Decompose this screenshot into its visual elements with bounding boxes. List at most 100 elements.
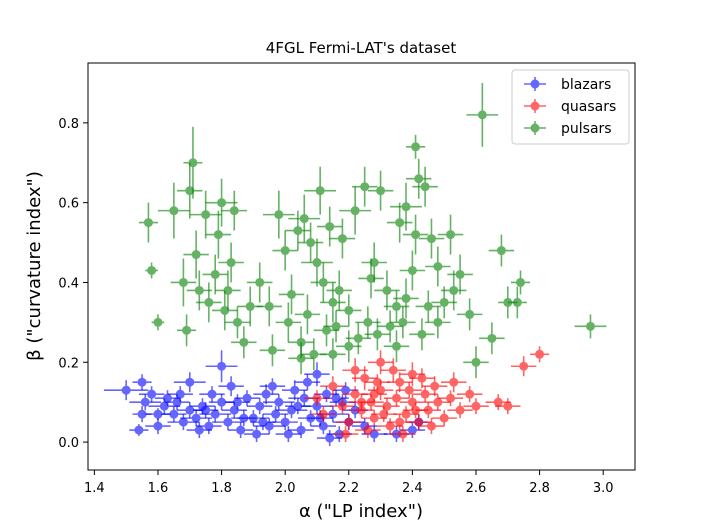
pulsars-point xyxy=(212,290,238,331)
pulsars-marker xyxy=(274,210,284,220)
blazars-marker xyxy=(137,409,147,419)
quasars-marker xyxy=(493,397,503,407)
pulsars-marker xyxy=(401,293,411,303)
pulsars-point xyxy=(390,306,416,339)
pulsars-point xyxy=(285,210,311,251)
pulsars-point xyxy=(488,234,515,267)
pulsars-point xyxy=(186,270,213,311)
pulsars-point xyxy=(275,302,302,343)
pulsars-marker xyxy=(391,301,401,311)
pulsars-point xyxy=(418,218,445,259)
pulsars-point xyxy=(256,286,282,327)
pulsars-point xyxy=(294,294,321,335)
series-quasars xyxy=(304,346,550,443)
blazars-marker xyxy=(290,385,300,395)
pulsars-point xyxy=(189,190,222,239)
pulsars-marker xyxy=(331,321,341,331)
quasars-marker xyxy=(420,389,430,399)
quasars-marker xyxy=(535,349,545,359)
pulsars-point xyxy=(259,334,286,367)
pulsars-marker xyxy=(191,250,201,260)
blazars-marker xyxy=(318,421,328,431)
legend-marker xyxy=(530,79,540,89)
pulsars-point xyxy=(447,254,473,295)
pulsars-point xyxy=(364,318,391,351)
quasars-marker xyxy=(385,421,395,431)
pulsars-point xyxy=(393,278,419,319)
pulsars-marker xyxy=(287,289,297,299)
quasars-marker xyxy=(404,385,414,395)
pulsars-marker xyxy=(382,285,392,295)
blazars-marker xyxy=(207,389,217,399)
quasars-point xyxy=(383,390,410,407)
blazars-point xyxy=(243,426,270,443)
blazars-marker xyxy=(302,377,312,387)
pulsars-marker xyxy=(417,329,427,339)
quasars-marker xyxy=(519,361,529,371)
blazars-point xyxy=(285,398,311,415)
pulsars-point xyxy=(351,166,378,207)
pulsars-marker xyxy=(420,182,430,192)
pulsars-marker xyxy=(264,301,274,311)
quasars-point xyxy=(456,386,483,403)
blazars-marker xyxy=(194,425,204,435)
blazars-point xyxy=(272,414,298,431)
pulsars-marker xyxy=(398,317,408,327)
blazars-point xyxy=(167,386,193,403)
blazars-point xyxy=(262,406,289,423)
pulsars-point xyxy=(399,250,426,291)
pulsars-point xyxy=(466,82,499,147)
pulsars-marker xyxy=(411,230,421,240)
blazars-marker xyxy=(159,401,169,411)
pulsars-point xyxy=(406,134,426,159)
pulsars-point xyxy=(431,286,457,319)
pulsars-marker xyxy=(210,269,220,279)
pulsars-point xyxy=(383,290,410,323)
pulsars-point xyxy=(355,306,381,339)
plot-frame xyxy=(87,62,636,471)
blazars-marker xyxy=(185,377,195,387)
pulsars-point xyxy=(412,166,438,207)
blazars-point xyxy=(186,422,213,439)
pulsars-point xyxy=(177,314,197,347)
quasars-marker xyxy=(398,429,408,439)
pulsars-marker xyxy=(312,258,322,268)
blazars-point xyxy=(234,390,260,407)
pulsars-marker xyxy=(401,202,411,212)
legend-box xyxy=(511,69,630,145)
quasars-point xyxy=(329,398,356,415)
blazars-point xyxy=(399,422,426,439)
pulsars-marker xyxy=(280,246,290,256)
quasars-marker xyxy=(439,413,449,423)
pulsars-marker xyxy=(223,285,233,295)
blazars-marker xyxy=(153,409,163,419)
pulsars-point xyxy=(183,230,209,279)
quasars-point xyxy=(342,358,368,383)
pulsars-marker xyxy=(372,329,382,339)
quasars-point xyxy=(386,372,413,393)
quasars-marker xyxy=(455,405,465,415)
pulsars-point xyxy=(367,170,394,211)
quasars-marker xyxy=(341,429,351,439)
legend-label: pulsars xyxy=(561,121,612,137)
blazars-point xyxy=(262,394,295,411)
pulsars-point xyxy=(386,202,413,243)
pulsars-marker xyxy=(328,297,338,307)
blazars-marker xyxy=(134,425,144,435)
blazars-point xyxy=(253,384,279,405)
quasars-point xyxy=(409,368,435,389)
blazars-marker xyxy=(252,429,262,439)
pulsars-marker xyxy=(239,337,249,347)
blazars-marker xyxy=(153,421,163,431)
blazars-marker xyxy=(223,417,233,427)
data-layer xyxy=(103,82,607,447)
blazars-point xyxy=(259,378,286,395)
quasars-marker xyxy=(395,377,405,387)
pulsars-point xyxy=(326,270,352,311)
pulsars-point xyxy=(437,214,464,255)
pulsars-marker xyxy=(182,325,192,335)
quasars-marker xyxy=(350,389,360,399)
quasars-point xyxy=(355,422,381,439)
pulsars-point xyxy=(218,242,244,283)
quasars-point xyxy=(447,402,473,419)
